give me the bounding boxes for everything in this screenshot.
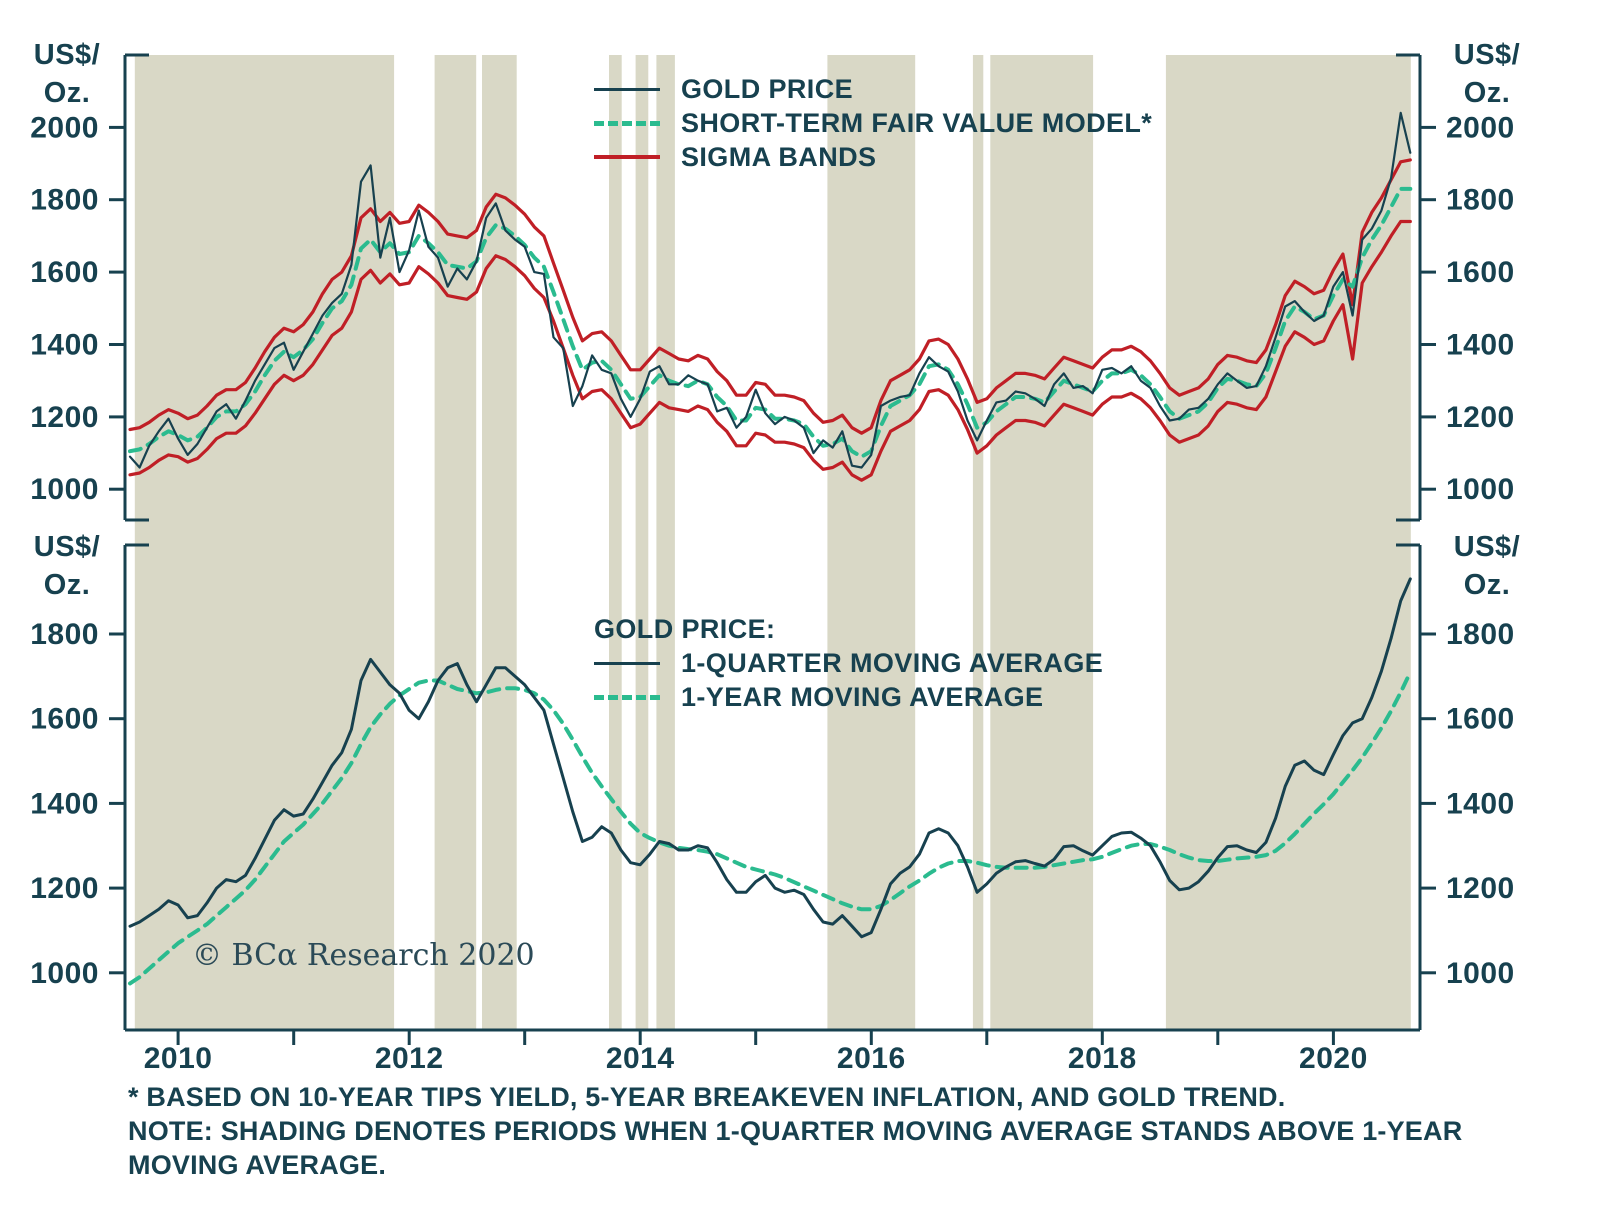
legend-label: SIGMA BANDS [681, 141, 877, 172]
one-year-moving-average-line [128, 670, 1413, 986]
fair-value-line-sample [594, 120, 660, 126]
y-tick-label: 1200 [1446, 872, 1515, 905]
y-tick-label: 1000 [1446, 473, 1515, 506]
legend-item-gold-price: GOLD PRICE [594, 72, 1152, 106]
y-tick-label: 1200 [30, 401, 99, 434]
x-tick-label: 2012 [375, 1042, 444, 1075]
legend-label: GOLD PRICE [681, 73, 854, 104]
unit-label-line2: Oz. [1463, 77, 1511, 110]
y-tick-label: 1600 [1446, 703, 1515, 736]
bottom-panel-legend: GOLD PRICE: 1-QUARTER MOVING AVERAGE 1-Y… [594, 612, 1103, 714]
y-tick-label: 1400 [1446, 329, 1515, 362]
sigma-bands-line-sample [594, 155, 660, 159]
legend-label: 1-YEAR MOVING AVERAGE [681, 681, 1044, 712]
y-tick-label: 1600 [30, 703, 99, 736]
y-tick-label: 1200 [1446, 401, 1515, 434]
unit-label-line1: US$/ [33, 531, 101, 563]
shaded-region [1165, 55, 1411, 1030]
shaded-region [656, 55, 675, 1030]
y-tick-label: 1600 [30, 256, 99, 289]
legend-item-year-ma: 1-YEAR MOVING AVERAGE [594, 680, 1103, 714]
y-tick-label: 1400 [30, 787, 99, 820]
unit-label-top-left: US$/ Oz. [32, 36, 102, 113]
one-quarter-moving-average-line [128, 577, 1412, 939]
unit-label-line2: Oz. [43, 77, 91, 110]
y-tick-label: 1800 [30, 184, 99, 217]
unit-label-line2: Oz. [43, 569, 91, 602]
legend-item-fair-value-model: SHORT-TERM FAIR VALUE MODEL* [594, 106, 1152, 140]
shaded-region [134, 55, 395, 1030]
y-tick-label: 2000 [1446, 111, 1515, 144]
y-tick-label: 2000 [30, 111, 99, 144]
top-panel-legend: GOLD PRICE SHORT-TERM FAIR VALUE MODEL* … [594, 72, 1152, 174]
unit-label-line2: Oz. [1463, 569, 1511, 602]
gold-price-line-sample [594, 87, 660, 91]
x-tick-label: 2014 [606, 1042, 675, 1075]
y-tick-label: 1800 [1446, 184, 1515, 217]
legend-label: SHORT-TERM FAIR VALUE MODEL* [681, 107, 1153, 138]
y-tick-label: 1400 [30, 329, 99, 362]
y-tick-label: 1800 [30, 618, 99, 651]
fair-value-model-line [128, 186, 1413, 459]
legend-title: GOLD PRICE: [594, 614, 776, 644]
unit-label-line1: US$/ [1453, 531, 1521, 563]
shaded-region [609, 55, 622, 1030]
legend-item-sigma-bands: SIGMA BANDS [594, 140, 1152, 174]
footnote-model-definition: * BASED ON 10-YEAR TIPS YIELD, 5-YEAR BR… [128, 1082, 1286, 1112]
unit-label-mid-right: US$/ Oz. [1452, 528, 1522, 605]
footnote-shading-note: NOTE: SHADING DENOTES PERIODS WHEN 1-QUA… [128, 1116, 1463, 1180]
legend-label: 1-QUARTER MOVING AVERAGE [681, 647, 1104, 678]
sigma-band-upper-line [128, 158, 1412, 435]
y-tick-label: 1000 [1446, 957, 1515, 990]
shaded-region [990, 55, 1094, 1030]
shaded-region [434, 55, 477, 1030]
footnotes: * BASED ON 10-YEAR TIPS YIELD, 5-YEAR BR… [128, 1080, 1523, 1182]
x-tick-label: 2020 [1299, 1042, 1368, 1075]
y-tick-label: 1600 [1446, 256, 1515, 289]
quarter-ma-line-sample [594, 661, 660, 665]
legend-item-quarter-ma: 1-QUARTER MOVING AVERAGE [594, 646, 1103, 680]
gold-price-line [128, 111, 1412, 469]
sigma-band-lower-line [128, 219, 1412, 482]
x-tick-label: 2010 [144, 1042, 213, 1075]
y-tick-label: 1400 [1446, 787, 1515, 820]
unit-label-line1: US$/ [1453, 39, 1521, 71]
shaded-region [635, 55, 649, 1030]
x-tick-label: 2018 [1068, 1042, 1137, 1075]
unit-label-line1: US$/ [33, 39, 101, 71]
shaded-region [827, 55, 916, 1030]
x-tick-label: 2016 [837, 1042, 906, 1075]
shaded-region [972, 55, 984, 1030]
y-tick-label: 1000 [30, 957, 99, 990]
shaded-region [482, 55, 517, 1030]
y-tick-label: 1800 [1446, 618, 1515, 651]
y-tick-label: 1200 [30, 872, 99, 905]
unit-label-mid-left: US$/ Oz. [32, 528, 102, 605]
year-ma-line-sample [594, 694, 660, 700]
y-tick-label: 1000 [30, 473, 99, 506]
unit-label-top-right: US$/ Oz. [1452, 36, 1522, 113]
copyright-notice: © BCα Research 2020 [192, 938, 535, 973]
